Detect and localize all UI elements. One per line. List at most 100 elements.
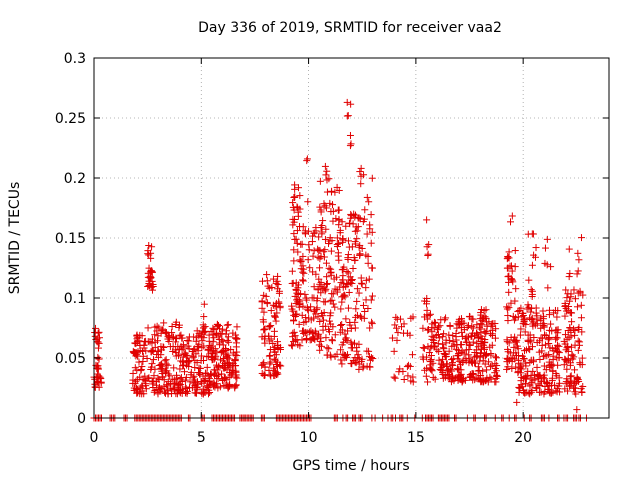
data-point bbox=[95, 328, 103, 336]
data-point bbox=[306, 264, 314, 272]
data-point bbox=[296, 192, 304, 200]
data-point bbox=[272, 351, 280, 359]
data-point bbox=[436, 322, 444, 330]
data-point bbox=[434, 340, 442, 348]
data-point bbox=[272, 371, 280, 379]
data-point bbox=[544, 284, 552, 292]
data-point bbox=[325, 175, 333, 183]
data-point bbox=[457, 341, 465, 349]
data-point bbox=[358, 314, 366, 322]
data-point bbox=[474, 363, 482, 371]
data-point bbox=[368, 174, 376, 182]
data-point bbox=[565, 382, 573, 390]
data-point bbox=[210, 325, 218, 333]
data-point bbox=[293, 239, 301, 247]
data-point bbox=[347, 325, 355, 333]
data-point bbox=[325, 345, 333, 353]
data-point bbox=[533, 384, 541, 392]
data-point bbox=[505, 339, 513, 347]
data-point bbox=[528, 261, 536, 269]
data-point bbox=[364, 259, 372, 267]
data-point bbox=[94, 362, 102, 370]
data-point bbox=[290, 257, 298, 265]
data-point bbox=[488, 320, 496, 328]
data-point bbox=[354, 223, 362, 231]
data-point bbox=[328, 201, 336, 209]
data-point bbox=[314, 253, 322, 261]
data-point bbox=[190, 372, 198, 380]
data-point bbox=[290, 316, 298, 324]
data-point bbox=[227, 371, 235, 379]
data-point bbox=[265, 366, 273, 374]
data-point bbox=[541, 352, 549, 360]
data-point bbox=[260, 308, 268, 316]
data-point bbox=[507, 275, 515, 283]
data-point bbox=[209, 356, 217, 364]
data-point bbox=[549, 367, 557, 375]
data-point bbox=[420, 344, 428, 352]
data-point bbox=[150, 388, 158, 396]
data-point bbox=[519, 320, 527, 328]
data-point bbox=[214, 363, 222, 371]
data-point bbox=[360, 171, 368, 179]
data-point bbox=[463, 338, 471, 346]
data-point bbox=[139, 357, 147, 365]
data-point bbox=[303, 296, 311, 304]
data-point bbox=[316, 334, 324, 342]
data-point bbox=[187, 368, 195, 376]
data-point bbox=[428, 342, 436, 350]
data-point bbox=[579, 291, 587, 299]
data-point bbox=[554, 307, 562, 315]
data-point bbox=[486, 373, 494, 381]
data-point bbox=[310, 314, 318, 322]
data-point bbox=[326, 234, 334, 242]
data-point bbox=[357, 164, 365, 172]
data-point bbox=[210, 334, 218, 342]
data-point bbox=[472, 353, 480, 361]
data-point bbox=[326, 317, 334, 325]
data-point bbox=[578, 328, 586, 336]
data-point bbox=[315, 233, 323, 241]
data-point bbox=[469, 324, 477, 332]
data-point bbox=[140, 390, 148, 398]
data-point bbox=[453, 324, 461, 332]
data-point bbox=[189, 379, 197, 387]
data-point bbox=[343, 98, 351, 106]
data-point bbox=[553, 313, 561, 321]
data-point bbox=[196, 370, 204, 378]
data-point bbox=[397, 315, 405, 323]
data-point bbox=[474, 343, 482, 351]
data-point bbox=[540, 352, 548, 360]
data-point bbox=[350, 210, 358, 218]
data-point bbox=[325, 264, 333, 272]
data-point bbox=[193, 378, 201, 386]
data-point bbox=[545, 351, 553, 359]
data-point bbox=[176, 389, 184, 397]
data-point bbox=[575, 323, 583, 331]
data-point bbox=[391, 374, 399, 382]
data-point bbox=[211, 345, 219, 353]
data-point bbox=[91, 380, 99, 388]
data-point bbox=[460, 350, 468, 358]
data-point bbox=[476, 323, 484, 331]
data-point bbox=[363, 362, 371, 370]
data-point bbox=[145, 374, 153, 382]
data-point bbox=[353, 235, 361, 243]
data-point bbox=[136, 373, 144, 381]
data-point bbox=[356, 312, 364, 320]
data-point bbox=[304, 307, 312, 315]
data-point bbox=[223, 353, 231, 361]
data-point bbox=[320, 248, 328, 256]
data-point bbox=[154, 386, 162, 394]
data-point bbox=[164, 333, 172, 341]
data-point bbox=[544, 385, 552, 393]
data-point bbox=[344, 304, 352, 312]
data-point bbox=[185, 384, 193, 392]
data-point bbox=[568, 318, 576, 326]
data-point bbox=[471, 359, 479, 367]
data-point bbox=[213, 372, 221, 380]
data-point bbox=[491, 369, 499, 377]
data-point bbox=[430, 318, 438, 326]
data-point bbox=[195, 364, 203, 372]
data-point bbox=[141, 376, 149, 384]
